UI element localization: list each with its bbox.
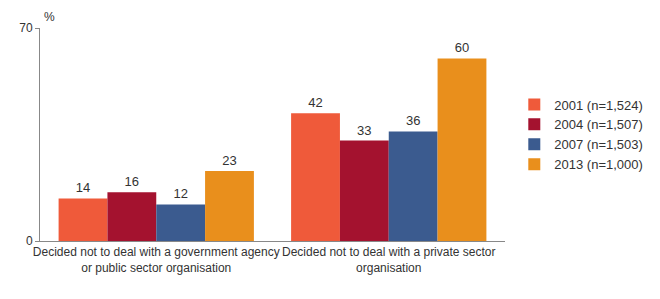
svg-text:60: 60 [455, 40, 469, 55]
svg-text:2013 (n=1,000): 2013 (n=1,000) [554, 157, 643, 172]
svg-text:Decided not to deal with a gov: Decided not to deal with a government ag… [33, 245, 280, 275]
svg-text:70: 70 [19, 21, 33, 35]
svg-text:2001 (n=1,524): 2001 (n=1,524) [554, 98, 643, 113]
svg-text:Decided not to deal with a pri: Decided not to deal with a private secto… [282, 245, 495, 275]
svg-text:36: 36 [406, 113, 420, 128]
svg-text:23: 23 [222, 153, 236, 168]
svg-text:16: 16 [125, 174, 139, 189]
svg-text:33: 33 [357, 123, 371, 138]
svg-text:42: 42 [308, 95, 322, 110]
svg-text:2007 (n=1,503): 2007 (n=1,503) [554, 137, 643, 152]
svg-text:12: 12 [173, 186, 187, 201]
svg-text:14: 14 [76, 180, 90, 195]
svg-text:2004 (n=1,507): 2004 (n=1,507) [554, 117, 643, 132]
svg-text:0: 0 [26, 234, 33, 248]
svg-text:%: % [44, 10, 55, 24]
